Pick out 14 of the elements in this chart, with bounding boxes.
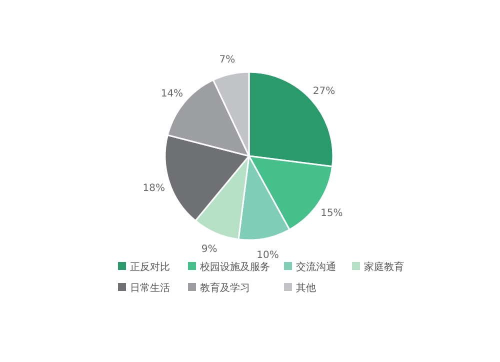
data-label: 14% xyxy=(160,88,184,100)
legend-label: 其他 xyxy=(296,282,316,294)
legend-label: 教育及学习 xyxy=(200,282,250,294)
legend-label: 校园设施及服务 xyxy=(199,261,270,273)
data-label: 27% xyxy=(312,86,336,97)
data-label: 18% xyxy=(142,182,166,194)
legend-label: 正反对比 xyxy=(130,261,170,273)
legend-label: 日常生活 xyxy=(130,282,170,294)
legend-label: 交流沟通 xyxy=(296,261,336,273)
data-label: 9% xyxy=(201,244,218,255)
legend-label: 家庭教育 xyxy=(364,261,404,273)
data-label: 7% xyxy=(219,54,236,66)
data-label: 15% xyxy=(320,208,343,220)
data-label: 10% xyxy=(256,250,279,262)
